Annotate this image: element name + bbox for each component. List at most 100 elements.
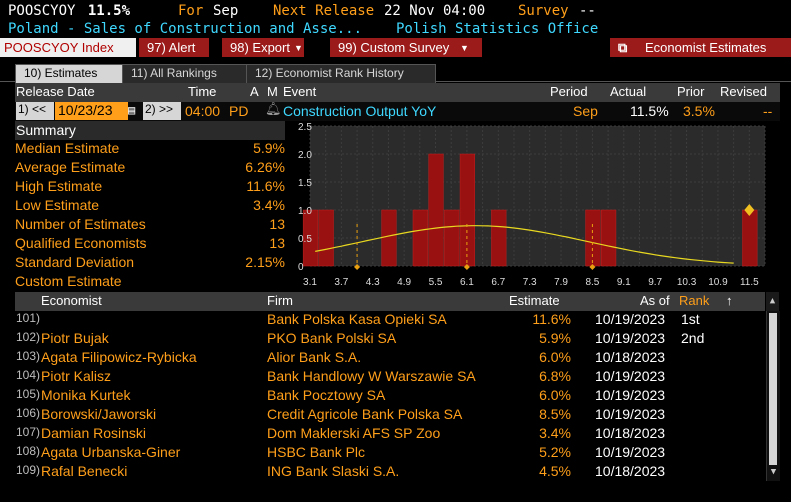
- next-release-button[interactable]: 2) >>: [143, 102, 181, 120]
- firm-name: Bank Handlowy W Warszawie SA: [267, 368, 476, 384]
- firm-name: Dom Maklerski AFS SP Zoo: [267, 425, 441, 441]
- firm-name: Credit Agricole Bank Polska SA: [267, 406, 463, 422]
- table-row[interactable]: 104) Piotr Kalisz Bank Handlowy W Warszawi…: [15, 368, 765, 387]
- release-row: 1) << 10/23/23 ▤ 2) >> 04:00 PD 🔔︎ Const…: [15, 102, 780, 121]
- custom-survey-button[interactable]: 99) Custom Survey ▼: [330, 38, 482, 57]
- high-marker: [589, 264, 596, 270]
- ticker-value: 11.5%: [87, 3, 131, 19]
- tab-economist-rank-history[interactable]: 12) Economist Rank History: [246, 64, 436, 83]
- rank-column-header[interactable]: Rank: [679, 293, 710, 308]
- scrollbar-thumb[interactable]: [769, 313, 777, 465]
- estimate-distribution-chart: 0 0.5 1.0 1.5 2.0 2.5 3.1 3.7 4.3 4.9 5.5 6.1 6.7 7.…: [298, 122, 766, 288]
- table-row[interactable]: 108) Agata Urbanska-Giner HSBC Bank Plc 5.2…: [15, 444, 765, 463]
- estimate-value: 3.4%: [539, 425, 571, 441]
- as-of-date: 10/18/2023: [595, 349, 666, 365]
- histogram-bar: [302, 209, 319, 267]
- y-tick-label: 0: [298, 262, 304, 273]
- x-tick-label: 8.5: [585, 277, 599, 288]
- summary-row[interactable]: Custom Estimate: [15, 273, 285, 292]
- export-button[interactable]: 98) Export ▼: [222, 38, 304, 57]
- event-header: Event: [283, 84, 317, 99]
- row-number: 108): [16, 444, 41, 458]
- export-button-label: 98) Export: [230, 40, 290, 55]
- table-row[interactable]: 103) Agata Filipowicz-Rybicka Alior Bank S…: [15, 349, 765, 368]
- as-of-column-header[interactable]: As of: [640, 293, 670, 308]
- table-row[interactable]: 105) Monika Kurtek Bank Pocztowy SA 6.0% 10/…: [15, 387, 765, 406]
- summary-row: Number of Estimates 13: [15, 216, 285, 235]
- calendar-icon[interactable]: ▤: [128, 103, 136, 117]
- tab-estimates[interactable]: 10) Estimates: [15, 64, 125, 83]
- economist-name[interactable]: Monika Kurtek: [41, 387, 131, 403]
- economist-estimates-button[interactable]: ⧉ Economist Estimates: [610, 38, 791, 57]
- row-number: 104): [16, 368, 41, 382]
- series-description: Poland - Sales of Construction and Asse.…: [8, 21, 363, 37]
- table-scrollbar[interactable]: ▼: [766, 311, 780, 481]
- row-number: 102): [16, 330, 41, 344]
- summary-label: Custom Estimate: [15, 273, 122, 289]
- external-link-icon: ⧉: [618, 40, 628, 55]
- median-marker: [463, 264, 470, 270]
- as-of-date: 10/18/2023: [595, 425, 666, 441]
- summary-label: Low Estimate: [15, 197, 100, 213]
- table-row[interactable]: 107) Damian Rosinski Dom Maklerski AFS SP …: [15, 425, 765, 444]
- histogram-bar: [412, 209, 428, 267]
- release-actual: 11.5%: [630, 103, 669, 119]
- index-button[interactable]: POOSCYOY Index: [0, 38, 136, 57]
- firm-name: Alior Bank S.A.: [267, 349, 362, 365]
- table-row[interactable]: 102) Piotr Bujak PKO Bank Polski SA 5.9% 10/…: [15, 330, 765, 349]
- summary-label: Average Estimate: [15, 159, 126, 175]
- custom-survey-dropdown-icon: ▼: [460, 43, 469, 53]
- summary-value: 13: [269, 216, 285, 232]
- estimate-value: 6.0%: [539, 349, 571, 365]
- summary-label: Median Estimate: [15, 140, 120, 156]
- chart-grid: [309, 125, 766, 267]
- economist-name[interactable]: Piotr Bujak: [41, 330, 109, 346]
- economist-name[interactable]: Agata Urbanska-Giner: [41, 444, 181, 460]
- prev-release-button[interactable]: 1) <<: [16, 102, 54, 120]
- x-tick-label: 10.3: [677, 277, 697, 288]
- summary-row: Low Estimate 3.4%: [15, 197, 285, 216]
- table-row[interactable]: 101) Bank Polska Kasa Opieki SA 11.6% 10/19…: [15, 311, 765, 330]
- y-tick-label: 0.5: [298, 234, 312, 245]
- index-button-label: POOSCYOY Index: [4, 40, 114, 55]
- row-number: 101): [16, 311, 41, 325]
- x-tick-label: 7.3: [523, 277, 537, 288]
- table-row[interactable]: 109) Rafal Benecki ING Bank Slaski S.A. 4.5…: [15, 463, 765, 482]
- scroll-down-icon[interactable]: ▼: [770, 467, 777, 477]
- sort-ascending-icon[interactable]: ↑: [726, 293, 733, 308]
- summary-label: High Estimate: [15, 178, 103, 194]
- firm-column-header[interactable]: Firm: [267, 293, 293, 308]
- economist-name[interactable]: Borowski/Jaworski: [41, 406, 157, 422]
- histogram-bar: [428, 153, 444, 267]
- release-prior: 3.5%: [683, 103, 715, 119]
- economist-column-header[interactable]: Economist: [41, 293, 102, 308]
- economist-estimates-label: Economist Estimates: [645, 40, 767, 55]
- row-number: 105): [16, 387, 41, 401]
- x-tick-label: 4.3: [366, 277, 380, 288]
- economist-name[interactable]: Agata Filipowicz-Rybicka: [41, 349, 197, 365]
- summary-header: Summary: [15, 121, 285, 140]
- economist-name[interactable]: Piotr Kalisz: [41, 368, 112, 384]
- event-name[interactable]: Construction Output YoY: [283, 103, 437, 119]
- row-number: 107): [16, 425, 41, 439]
- period-header: Period: [550, 84, 588, 99]
- y-tick-label: 1.0: [298, 206, 312, 217]
- scroll-up-icon[interactable]: ▲: [766, 292, 779, 311]
- table-row[interactable]: 106) Borowski/Jaworski Credit Agricole Ban…: [15, 406, 765, 425]
- summary-title: Summary: [16, 122, 76, 138]
- economist-name[interactable]: Damian Rosinski: [41, 425, 147, 441]
- release-time: 04:00: [185, 103, 221, 119]
- low-marker: [354, 264, 361, 270]
- release-date-input[interactable]: 10/23/23: [55, 102, 128, 120]
- next-release-value: 22 Nov 04:00: [384, 3, 486, 19]
- x-tick-label: 11.5: [740, 277, 759, 288]
- economist-name[interactable]: Rafal Benecki: [41, 463, 128, 479]
- x-tick-label: 3.7: [334, 277, 348, 288]
- estimate-column-header[interactable]: Estimate: [509, 293, 560, 308]
- bell-icon[interactable]: 🔔︎: [265, 102, 282, 117]
- summary-label: Standard Deviation: [15, 254, 135, 270]
- histogram-bar: [318, 209, 334, 267]
- as-of-date: 10/18/2023: [595, 463, 666, 479]
- tab-all-rankings[interactable]: 11) All Rankings: [122, 64, 258, 83]
- alert-button[interactable]: 97) Alert: [139, 38, 209, 57]
